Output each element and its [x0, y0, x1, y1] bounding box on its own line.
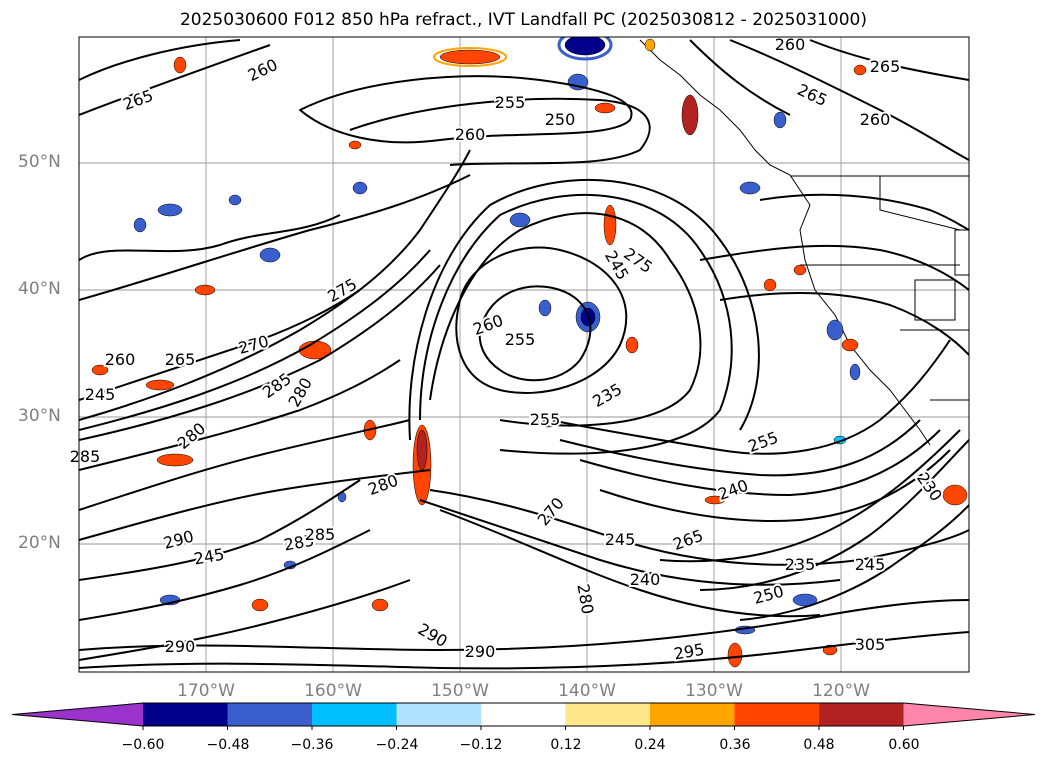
lat-label-50n: 50°N — [18, 152, 61, 172]
contour-label: 250 — [545, 110, 576, 129]
lat-label-20n: 20°N — [18, 533, 61, 553]
contour-label: 305 — [855, 635, 886, 654]
contour-label: 240 — [630, 570, 661, 589]
contour-label: 285 — [70, 447, 101, 466]
lon-label-120w: 120°W — [812, 681, 870, 701]
contour-label: 245 — [192, 545, 225, 569]
contour-label: 290 — [465, 642, 496, 661]
lat-label-40n: 40°N — [18, 279, 61, 299]
colorbar-segment — [396, 703, 482, 726]
contour-label: 255 — [530, 410, 561, 429]
plot-title: 2025030600 F012 850 hPa refract., IVT La… — [179, 10, 867, 30]
contour-label: 255 — [495, 93, 526, 112]
colorbar-segment — [312, 703, 397, 726]
map-panel — [79, 37, 969, 672]
colorbar-tick: 0.12 — [550, 737, 582, 753]
contour-label: 245 — [85, 385, 116, 404]
colorbar-tick: −0.60 — [121, 737, 165, 753]
colorbar-tick: −0.24 — [375, 737, 419, 753]
lon-label-160w: 160°W — [304, 681, 362, 701]
colorbar-segment — [565, 703, 651, 726]
map-frame — [78, 36, 970, 673]
lon-label-140w: 140°W — [558, 681, 616, 701]
colorbar-extend-max — [903, 703, 1035, 726]
contour-label: 260 — [775, 35, 806, 54]
contour-label: 285 — [305, 525, 336, 544]
contour-label: 260 — [860, 110, 891, 129]
contour-label: 265 — [165, 350, 196, 369]
contour-label: 260 — [105, 350, 136, 369]
colorbar-tick: 0.36 — [719, 737, 751, 753]
contour-label: 290 — [165, 637, 196, 656]
colorbar-tick: −0.36 — [290, 737, 334, 753]
contour-label: 245 — [855, 555, 886, 574]
colorbar — [11, 702, 1036, 730]
lon-label-150w: 150°W — [431, 681, 489, 701]
lon-label-130w: 130°W — [685, 681, 743, 701]
colorbar-tick: 0.60 — [888, 737, 920, 753]
contour-label: 255 — [505, 330, 536, 349]
colorbar-segment — [481, 703, 566, 726]
colorbar-extend-min — [12, 703, 143, 726]
contour-label: 235 — [785, 555, 816, 574]
cool-anomalies — [133, 37, 861, 635]
coastline — [639, 39, 969, 446]
colorbar-tick: −0.48 — [206, 737, 250, 753]
colorbar-tick: −0.12 — [459, 737, 503, 753]
contour-label: 260 — [455, 125, 486, 144]
colorbar-tick: 0.48 — [803, 737, 835, 753]
colorbar-segment — [143, 703, 228, 726]
lat-label-30n: 30°N — [18, 406, 61, 426]
refractivity-contours — [79, 39, 969, 670]
colorbar-segment — [227, 703, 313, 726]
colorbar-segment — [734, 703, 820, 726]
colorbar-segment — [650, 703, 735, 726]
contour-label: 265 — [870, 57, 901, 76]
colorbar-tick: 0.24 — [634, 737, 666, 753]
lon-label-170w: 170°W — [177, 681, 235, 701]
contour-label: 245 — [605, 530, 636, 549]
colorbar-segment — [819, 703, 904, 726]
